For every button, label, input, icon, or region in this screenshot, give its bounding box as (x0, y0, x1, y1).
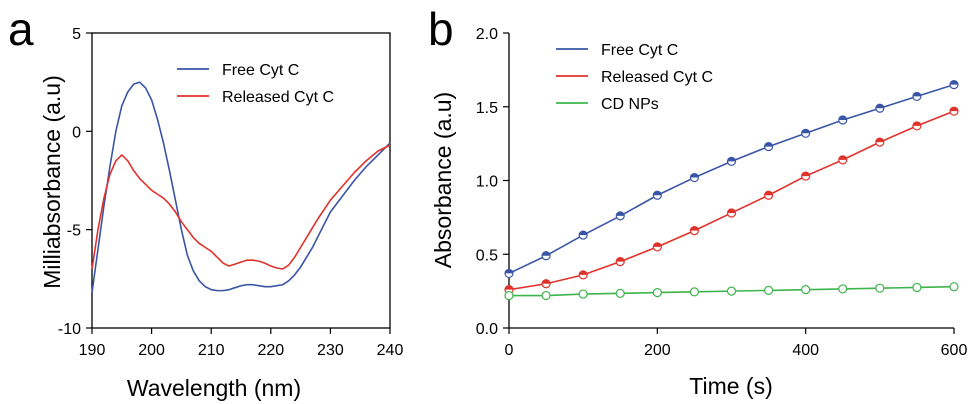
data-point (689, 172, 700, 183)
data-point (541, 290, 551, 301)
legend-label-0: Free Cyt C (222, 62, 299, 79)
data-point (689, 226, 700, 236)
data-point (838, 115, 848, 125)
legend-label-0: Free Cyt C (601, 42, 678, 59)
data-point (504, 268, 514, 279)
x-tick-label: 220 (257, 342, 284, 359)
data-point (875, 283, 885, 293)
y-tick-label: 1.0 (476, 174, 498, 191)
x-tick-label: 230 (317, 342, 344, 359)
series-line-1 (91, 144, 391, 270)
y-tick-label: 1.5 (476, 100, 498, 117)
x-tick-label: 190 (79, 342, 106, 359)
y-tick-label: 5 (72, 26, 81, 43)
panel-a-label: a (8, 3, 34, 55)
data-point (838, 155, 848, 165)
data-point (726, 156, 737, 166)
panel-b-xlabel: Time (s) (689, 373, 772, 399)
panel-a-ylabel: Milliabsorbance (a.u) (39, 75, 65, 288)
data-point (541, 279, 551, 289)
data-point (912, 91, 922, 102)
data-point (615, 211, 625, 221)
data-point (615, 257, 625, 267)
panel-a-xlabel: Wavelength (nm) (127, 375, 301, 401)
x-tick-label: 0 (505, 342, 514, 359)
y-tick-label: 0 (72, 124, 81, 141)
legend-label-1: Released Cyt C (601, 69, 713, 86)
data-point (652, 242, 662, 252)
panel-b: b 0 200 400 600 0.0 0.5 1.0 1.5 2.0 Free Cyt C Re… (428, 3, 967, 399)
series-line-1 (508, 110, 955, 291)
panel-b-legend: Free Cyt C Released Cyt C CD NPs (556, 42, 713, 113)
data-point (652, 190, 662, 200)
data-point (949, 106, 959, 116)
y-tick-label: 2.0 (476, 26, 498, 43)
panel-a-series (91, 81, 391, 293)
series-line-0 (91, 81, 391, 293)
y-tick-label: 0.5 (476, 247, 498, 264)
plot-frame (91, 32, 391, 329)
series-line-0 (508, 83, 955, 275)
data-point (726, 286, 737, 296)
data-point (949, 80, 959, 90)
data-point (763, 141, 774, 152)
y-tick-label: 0.0 (476, 321, 498, 338)
x-tick-label: 200 (138, 342, 165, 359)
panel-b-ylabel: Absorbance (a.u) (430, 92, 456, 268)
data-point (763, 190, 774, 200)
data-point (504, 290, 514, 301)
data-point (541, 251, 551, 261)
x-tick-label: 210 (198, 342, 225, 359)
panel-a: a 190 200 210 220 230 240 -10 -5 0 5 Free Cyt C Re… (8, 3, 403, 401)
data-point (578, 289, 588, 299)
panel-b-label: b (428, 3, 454, 55)
panel-b-axes: 0 200 400 600 0.0 0.5 1.0 1.5 2.0 (476, 26, 968, 359)
data-point (578, 270, 588, 280)
data-point (801, 171, 811, 181)
data-point (615, 288, 625, 298)
panel-a-legend: Free Cyt C Released Cyt C (177, 62, 334, 106)
x-tick-label: 600 (941, 342, 968, 359)
panel-b-series (504, 80, 959, 301)
legend-label-1: Released Cyt C (222, 89, 334, 106)
panel-a-axes: 190 200 210 220 230 240 -10 -5 0 5 (58, 26, 404, 359)
data-point (875, 103, 885, 113)
data-point (801, 128, 811, 138)
legend-label-2: CD NPs (601, 96, 659, 113)
data-point (763, 285, 774, 295)
y-tick-label: -5 (67, 223, 81, 240)
data-point (801, 285, 811, 295)
x-tick-label: 200 (644, 342, 671, 359)
data-point (726, 208, 737, 218)
data-point (578, 230, 588, 240)
y-tick-label: -10 (58, 321, 81, 338)
data-point (949, 282, 959, 292)
data-point (838, 284, 848, 294)
x-tick-label: 400 (792, 342, 819, 359)
data-point (875, 137, 885, 147)
data-point (652, 288, 662, 298)
x-tick-label: 240 (377, 342, 404, 359)
data-point (689, 287, 700, 297)
data-point (912, 121, 922, 131)
data-point (912, 282, 922, 293)
